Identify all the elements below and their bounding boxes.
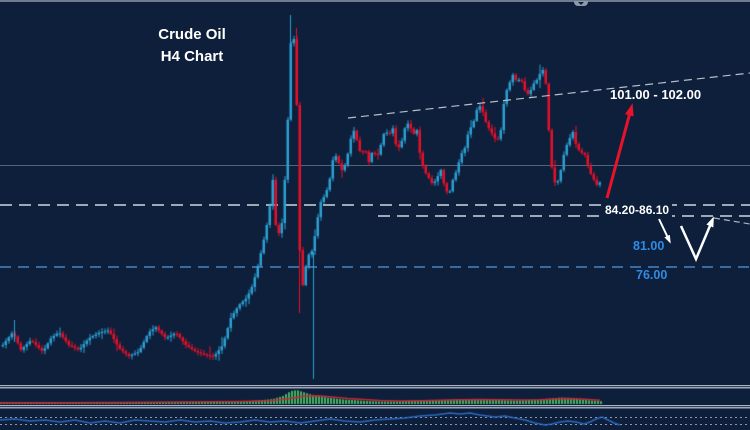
chart-title-line2: H4 Chart (160, 48, 224, 65)
pane-separator-oscillator[interactable] (0, 405, 750, 409)
window-top-edge (0, 0, 750, 2)
ascending-trendline[interactable] (347, 72, 750, 119)
collapse-notch-icon[interactable] (574, 1, 588, 6)
level-81-label[interactable]: 81.00 (633, 239, 665, 253)
chart-title-line1: Crude Oil (158, 26, 226, 43)
resistance-zone-label[interactable]: 84.20-86.10 (602, 202, 673, 218)
level-76-label[interactable]: 76.00 (636, 268, 668, 282)
bullish-projection-arrow[interactable] (605, 103, 634, 199)
v-recovery-arrow[interactable] (679, 216, 714, 263)
target-zone-label[interactable]: 101.00 - 102.00 (610, 87, 702, 102)
chart-title: Crude Oil H4 Chart (150, 24, 234, 68)
minor-dashed-segment[interactable] (713, 217, 750, 225)
pane-separator-volume[interactable] (0, 385, 750, 389)
pullback-arrow[interactable] (658, 218, 671, 244)
